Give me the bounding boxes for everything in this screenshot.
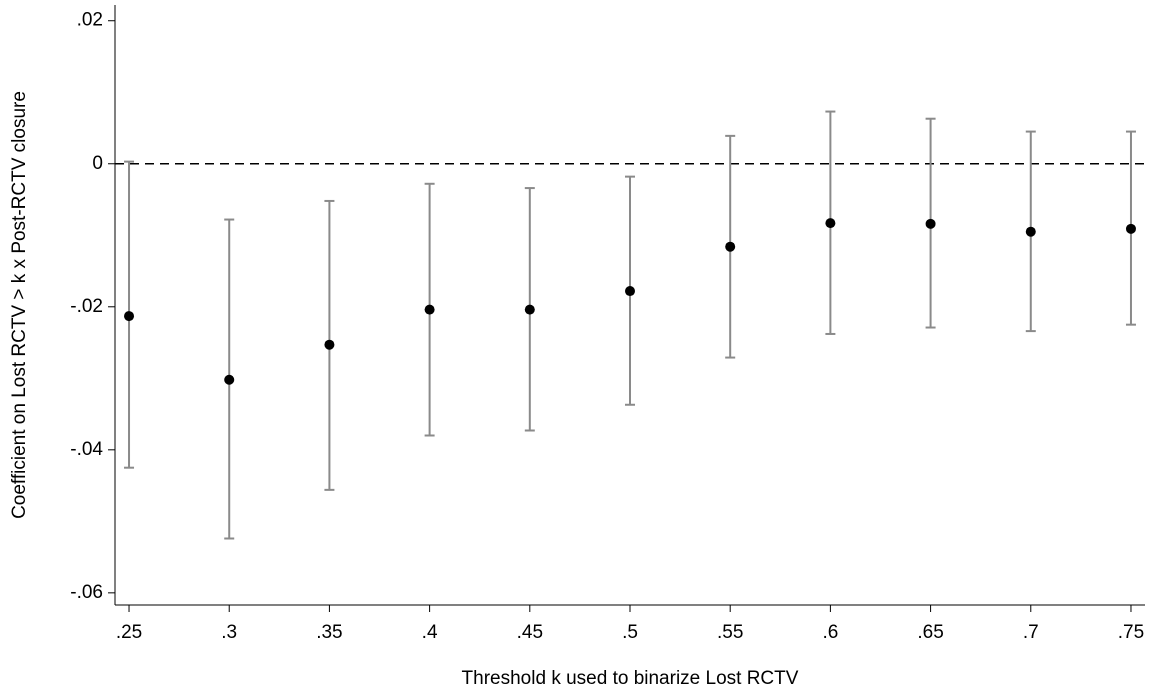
x-tick-label: .3 [221, 622, 237, 643]
point [224, 374, 235, 385]
point [725, 241, 736, 252]
y-tick-label: 0 [92, 153, 103, 174]
x-tick-label: .7 [1023, 622, 1039, 643]
point [1025, 226, 1036, 237]
point [925, 218, 936, 229]
x-tick-label: .4 [422, 622, 438, 643]
x-tick-label: .35 [316, 622, 342, 643]
y-axis-label: Coefficient on Lost RCTV > k x Post-RCTV… [9, 91, 30, 519]
x-tick-label: .75 [1118, 622, 1144, 643]
y-tick-label: -.04 [70, 439, 103, 460]
point [625, 286, 635, 297]
point [825, 218, 836, 229]
point [424, 304, 435, 315]
y-tick-label: -.02 [70, 296, 103, 317]
point [524, 304, 535, 315]
x-tick-label: .5 [622, 622, 638, 643]
x-tick-label: .65 [917, 622, 943, 643]
x-tick-label: .6 [822, 622, 838, 643]
x-axis-label: Threshold k used to binarize Lost RCTV [462, 668, 799, 689]
point [1125, 223, 1136, 234]
x-tick-label: .55 [717, 622, 743, 643]
point [324, 339, 335, 350]
y-tick-label: -.06 [70, 582, 103, 603]
x-tick-label: .45 [517, 622, 543, 643]
x-tick-label: .25 [116, 622, 142, 643]
y-tick-label: .02 [77, 10, 103, 31]
point [124, 311, 135, 322]
